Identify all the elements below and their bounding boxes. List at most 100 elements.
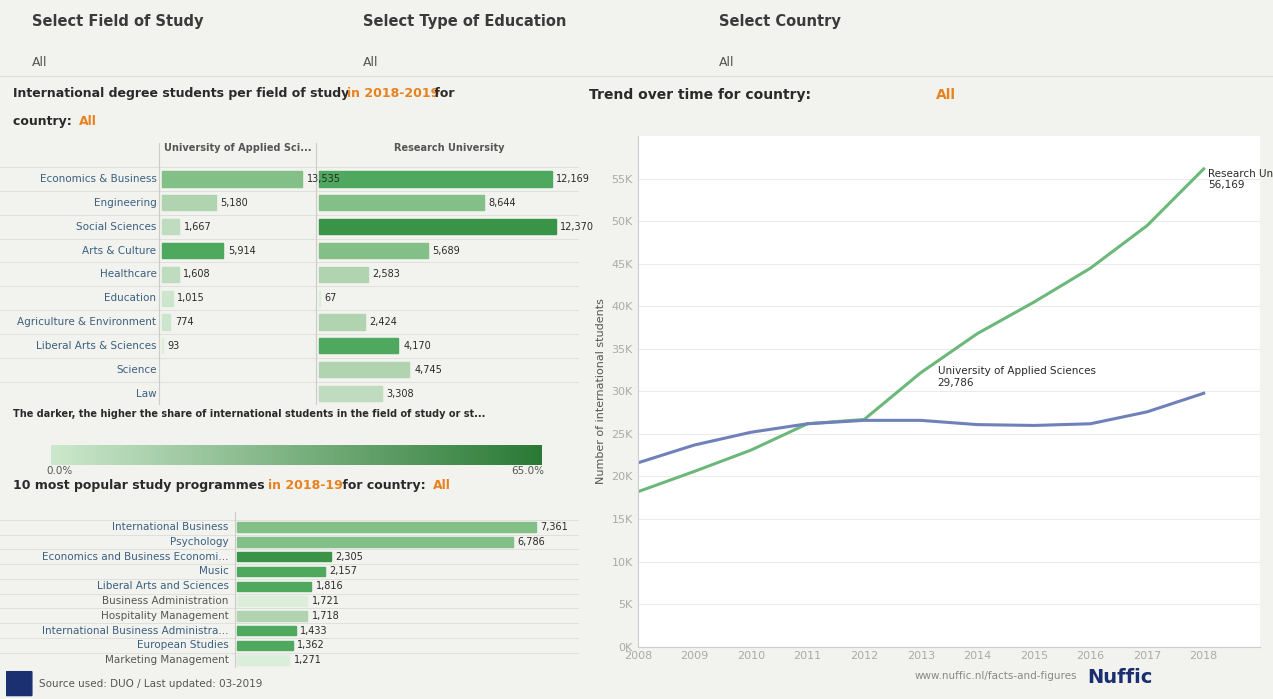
Text: Source used: DUO / Last updated: 03-2019: Source used: DUO / Last updated: 03-2019 — [39, 679, 262, 689]
Text: Liberal Arts & Sciences: Liberal Arts & Sciences — [36, 341, 157, 351]
Text: All: All — [719, 57, 735, 69]
Text: Economics and Business Economi...: Economics and Business Economi... — [42, 552, 229, 562]
Bar — [318, 219, 555, 234]
Text: 6,786: 6,786 — [517, 537, 545, 547]
Text: 5,180: 5,180 — [220, 198, 248, 208]
Text: 4,170: 4,170 — [404, 341, 430, 351]
Bar — [238, 582, 311, 591]
Bar — [318, 243, 428, 258]
Text: 1,362: 1,362 — [298, 640, 325, 650]
Bar — [238, 538, 513, 547]
Bar — [238, 656, 289, 665]
Text: All: All — [363, 57, 378, 69]
Text: All: All — [32, 57, 47, 69]
Bar — [162, 315, 171, 330]
Text: 0.0%: 0.0% — [46, 466, 73, 476]
Text: 1,271: 1,271 — [294, 655, 322, 665]
Text: 5,689: 5,689 — [433, 245, 460, 256]
Text: Psychology: Psychology — [171, 537, 229, 547]
Text: 2,424: 2,424 — [369, 317, 397, 327]
Text: 12,370: 12,370 — [560, 222, 594, 231]
Bar — [238, 626, 295, 635]
Bar — [318, 386, 382, 401]
Bar — [238, 641, 293, 650]
Text: 1,015: 1,015 — [177, 293, 205, 303]
Text: Healthcare: Healthcare — [99, 269, 157, 280]
Text: 2,583: 2,583 — [373, 269, 401, 280]
Bar — [238, 552, 331, 561]
Text: country:: country: — [13, 115, 76, 128]
Bar — [162, 267, 178, 282]
Text: Nuffic: Nuffic — [1087, 668, 1152, 686]
Text: Engineering: Engineering — [94, 198, 157, 208]
Text: 774: 774 — [174, 317, 193, 327]
Bar — [318, 267, 368, 282]
Text: Law: Law — [136, 389, 157, 398]
Text: Select Type of Education: Select Type of Education — [363, 15, 566, 29]
Bar — [318, 315, 365, 330]
Text: Education: Education — [104, 293, 157, 303]
Text: 8,644: 8,644 — [489, 198, 517, 208]
Text: 1,721: 1,721 — [312, 596, 340, 606]
Text: Research University: Research University — [393, 143, 504, 153]
Text: University of Applied Sci...: University of Applied Sci... — [164, 143, 311, 153]
Text: Arts & Culture: Arts & Culture — [83, 245, 157, 256]
Bar — [318, 195, 484, 210]
Bar — [238, 596, 307, 606]
Text: for: for — [430, 87, 454, 100]
Text: International Business Administra...: International Business Administra... — [42, 626, 229, 635]
Text: www.nuffic.nl/facts-and-figures: www.nuffic.nl/facts-and-figures — [914, 670, 1077, 681]
Text: 5,914: 5,914 — [228, 245, 256, 256]
Text: 65.0%: 65.0% — [512, 466, 545, 476]
Text: All: All — [936, 88, 956, 102]
Text: 1,433: 1,433 — [300, 626, 328, 635]
Text: Marketing Management: Marketing Management — [104, 655, 229, 665]
Bar — [238, 567, 325, 576]
Text: 1,816: 1,816 — [316, 582, 344, 591]
Text: in 2018-2019: in 2018-2019 — [346, 87, 439, 100]
Text: in 2018-19: in 2018-19 — [267, 479, 342, 492]
Text: Trend over time for country:: Trend over time for country: — [589, 88, 816, 102]
Bar — [318, 362, 410, 377]
FancyBboxPatch shape — [6, 672, 32, 696]
Bar — [318, 338, 398, 354]
Text: 1,608: 1,608 — [183, 269, 211, 280]
Text: All: All — [79, 115, 97, 128]
Text: Research University
56,169: Research University 56,169 — [1208, 169, 1273, 191]
Bar — [162, 243, 223, 258]
Bar — [162, 171, 302, 187]
Text: 1,718: 1,718 — [312, 611, 340, 621]
Text: Select Country: Select Country — [719, 15, 841, 29]
Text: International Business: International Business — [112, 522, 229, 532]
Text: 12,169: 12,169 — [556, 174, 591, 184]
Bar — [318, 171, 551, 187]
Text: International degree students per field of study: International degree students per field … — [13, 87, 354, 100]
Text: 3,308: 3,308 — [387, 389, 414, 398]
Bar — [162, 195, 215, 210]
Text: Select Field of Study: Select Field of Study — [32, 15, 204, 29]
Text: Economics & Business: Economics & Business — [39, 174, 157, 184]
Bar — [162, 219, 179, 234]
Text: 4,745: 4,745 — [414, 365, 442, 375]
Text: for country:: for country: — [337, 479, 429, 492]
Bar — [318, 291, 320, 306]
Text: University of Applied Sciences
29,786: University of Applied Sciences 29,786 — [938, 366, 1096, 387]
Text: 1,667: 1,667 — [185, 222, 211, 231]
Text: All: All — [433, 479, 451, 492]
Text: Liberal Arts and Sciences: Liberal Arts and Sciences — [97, 582, 229, 591]
Text: European Studies: European Studies — [137, 640, 229, 650]
Y-axis label: Number of international students: Number of international students — [596, 298, 606, 484]
Text: 93: 93 — [168, 341, 179, 351]
Text: Hospitality Management: Hospitality Management — [101, 611, 229, 621]
Text: 10 most popular study programmes: 10 most popular study programmes — [13, 479, 269, 492]
Text: Music: Music — [199, 566, 229, 577]
Text: 2,305: 2,305 — [336, 552, 364, 562]
Text: Agriculture & Environment: Agriculture & Environment — [18, 317, 157, 327]
Text: Business Administration: Business Administration — [102, 596, 229, 606]
Text: Social Sciences: Social Sciences — [76, 222, 157, 231]
Bar — [238, 611, 307, 621]
Text: 67: 67 — [325, 293, 337, 303]
Text: 13,535: 13,535 — [307, 174, 341, 184]
Text: 7,361: 7,361 — [541, 522, 568, 532]
Text: The darker, the higher the share of international students in the field of study: The darker, the higher the share of inte… — [13, 409, 485, 419]
